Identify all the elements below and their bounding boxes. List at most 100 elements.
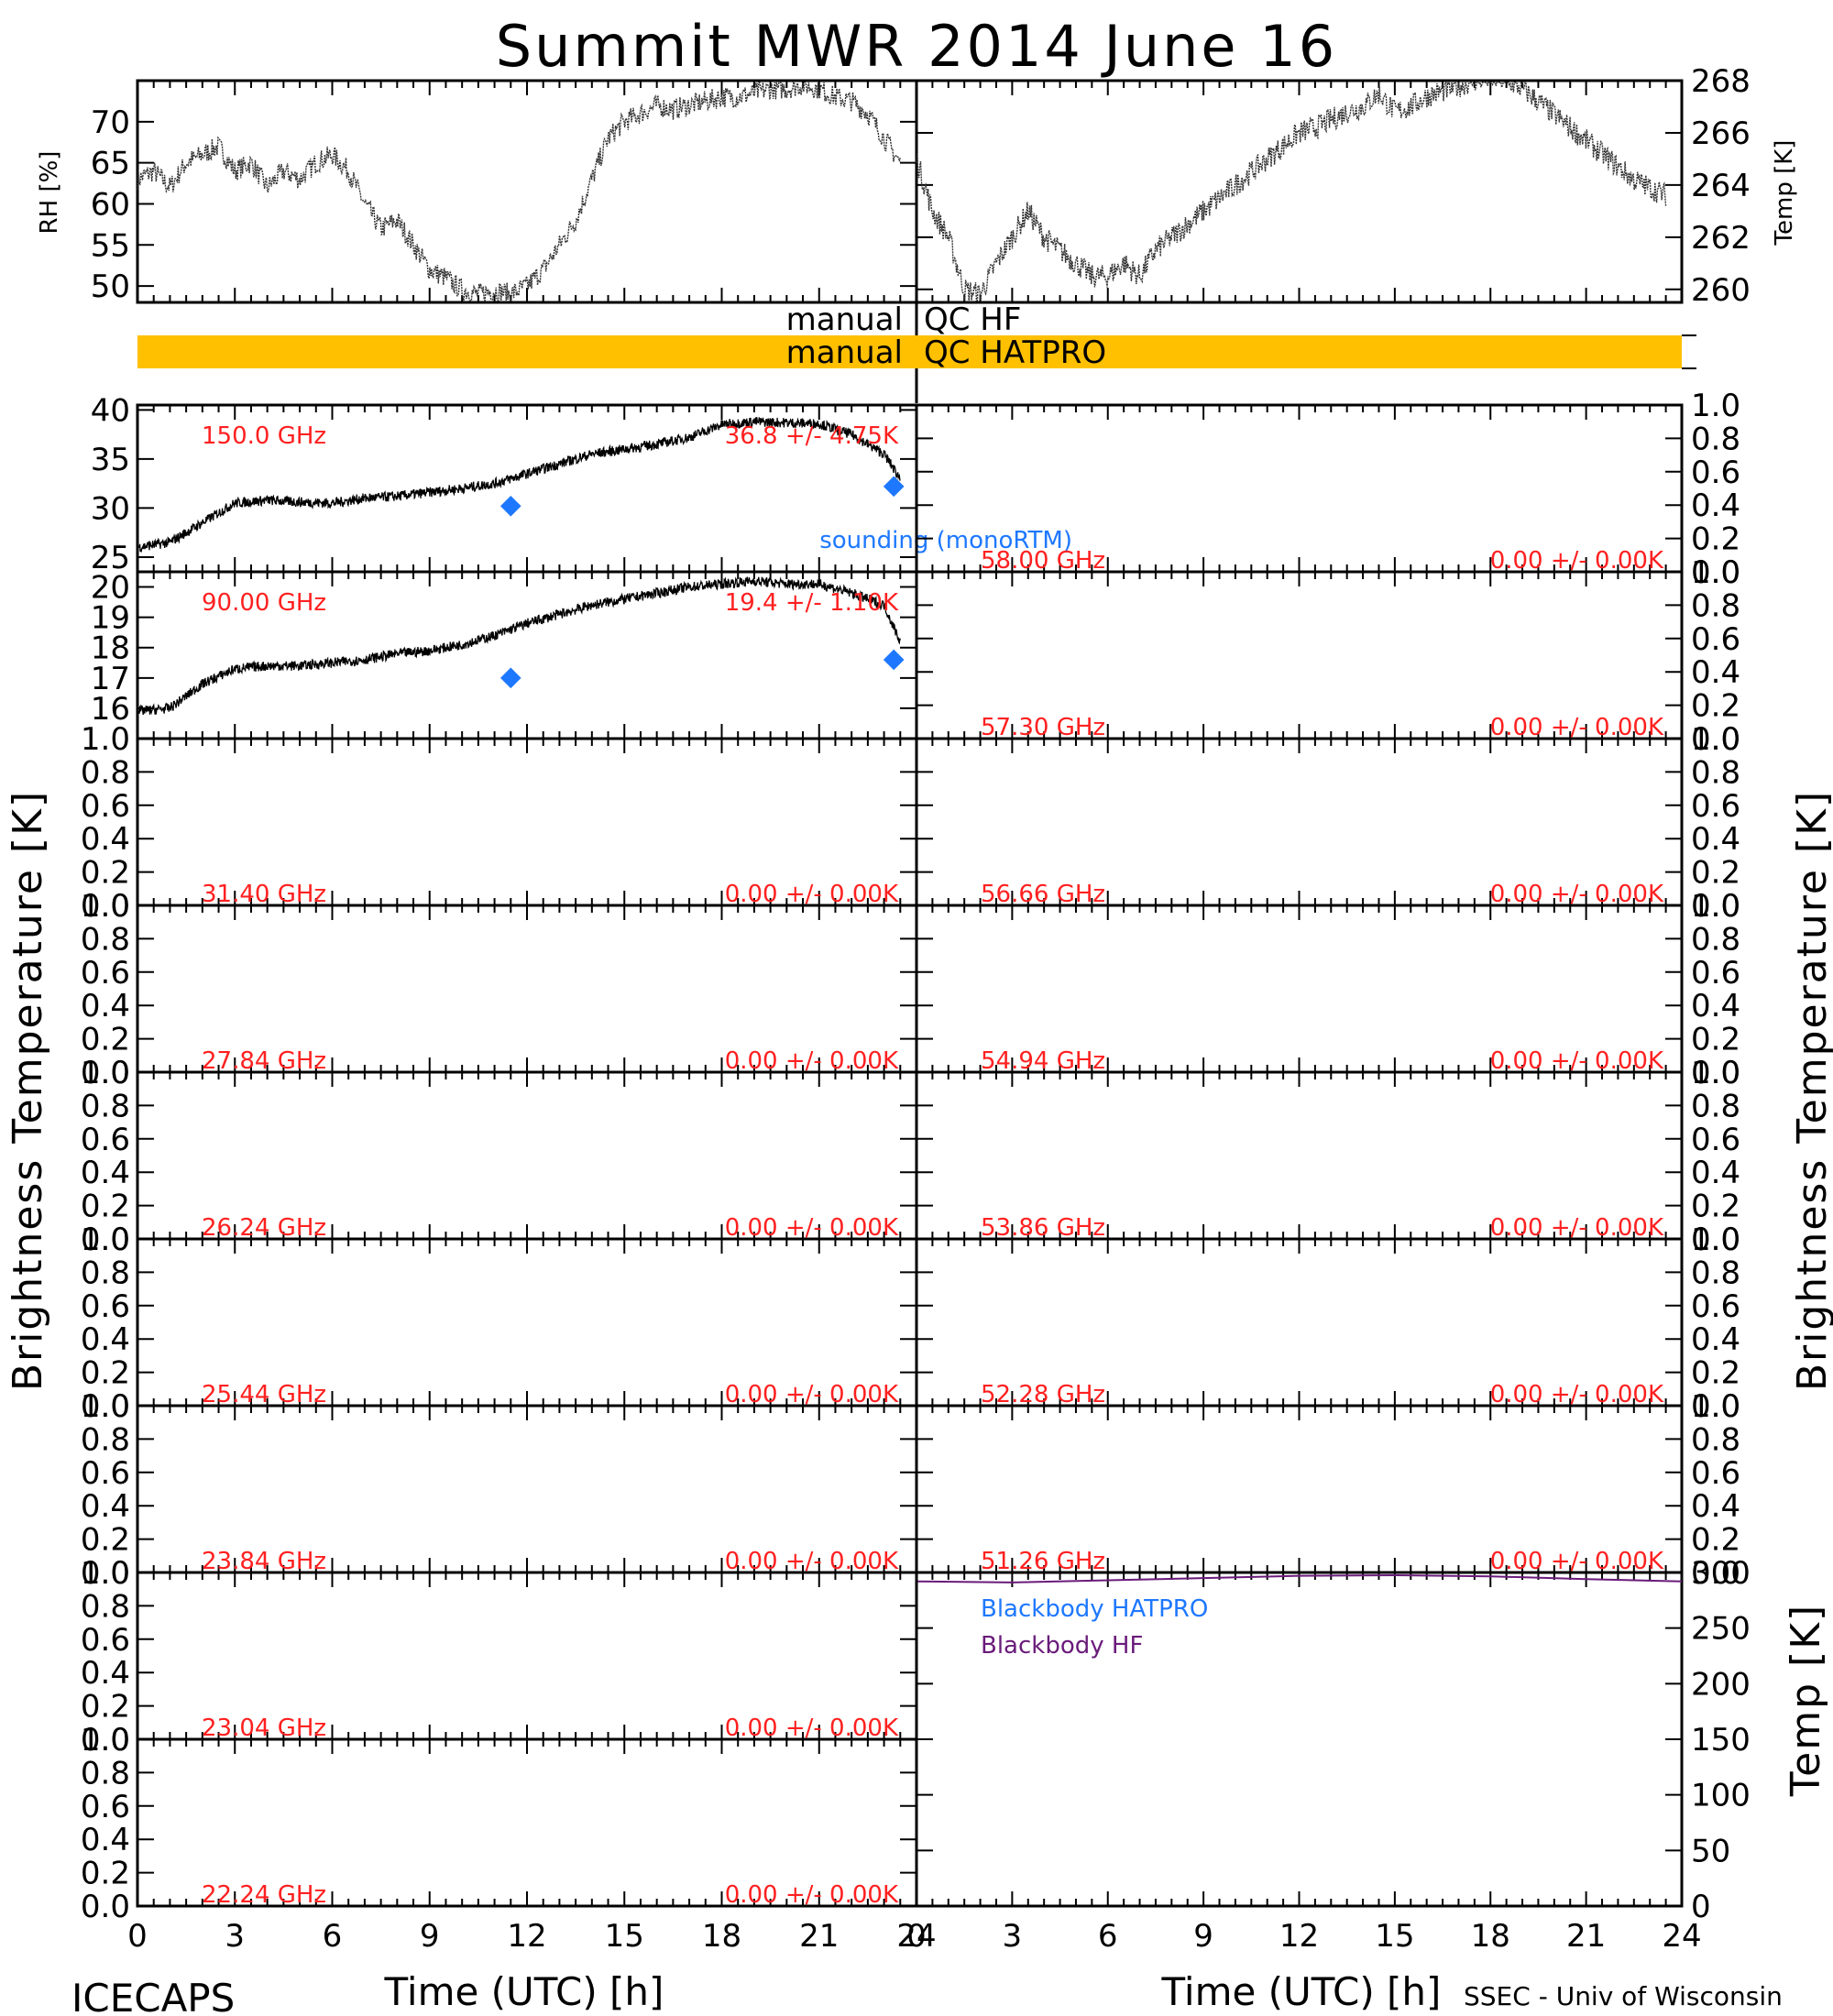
ch90-panel-freq-label: 90.00 GHz xyxy=(202,589,326,617)
qc-hatpro-left: manual xyxy=(786,334,903,371)
blackbody-ylabel: Temp [K] xyxy=(1783,1604,1829,1797)
left-empty-panel-5-freq-label: 23.04 GHz xyxy=(202,1715,326,1742)
x-tick-label-right: 3 xyxy=(1003,1918,1023,1955)
left-empty-panel-3-ytick-label: 0.6 xyxy=(81,1288,130,1325)
left-empty-panel-2-freq-label: 26.24 GHz xyxy=(202,1214,326,1242)
right-empty-panel-3-ytick-label: 0.2 xyxy=(1691,1022,1740,1058)
right-empty-panel-0: 0.00.20.40.60.81.058.00 GHz 0.00 +/- 0.00… xyxy=(915,388,1740,591)
x-tick-label-left: 12 xyxy=(507,1918,546,1955)
left-empty-panel-0-ytick-label: 0.2 xyxy=(81,855,130,892)
blackbody-hf-line xyxy=(916,1573,1683,1583)
left-empty-panel-6-ytick-label: 0.0 xyxy=(81,1889,130,1925)
left-empty-panel-6-ytick-label: 0.6 xyxy=(81,1789,130,1825)
x-tick-label-right: 21 xyxy=(1566,1918,1606,1955)
temp-ytick-label: 264 xyxy=(1691,168,1751,204)
ch90-panel-ytick-label: 18 xyxy=(91,630,130,667)
right-empty-panel-5-ytick-label: 0.8 xyxy=(1691,1255,1740,1291)
left-empty-panel-1-ytick-label: 0.0 xyxy=(81,1055,130,1091)
left-empty-panel-3-ytick-label: 1.0 xyxy=(81,1222,130,1258)
rh-ytick-label: 70 xyxy=(91,104,130,141)
right-empty-panel-6-ytick-label: 0.8 xyxy=(1691,1421,1740,1458)
left-empty-panel-3-stat-label: 0.00 +/- 0.00K xyxy=(725,1381,899,1408)
x-tick-label-left: 15 xyxy=(605,1918,644,1955)
left-empty-panel-3-ytick-label: 0.0 xyxy=(81,1388,130,1425)
footer-right: SSEC - Univ of Wisconsin xyxy=(1464,1981,1783,2011)
ch150-panel-freq-label: 150.0 GHz xyxy=(202,422,326,450)
left-empty-panel-6-ytick-label: 0.8 xyxy=(81,1755,130,1791)
blackbody-panel: 0 50 100 150 200 250 300 Blackbody HATPRO Blackb… xyxy=(915,1555,1829,1925)
ch150-panel-ytick-label: 25 xyxy=(91,540,130,576)
temp-ytick-label: 260 xyxy=(1691,272,1751,309)
ch90-panel-ytick-label: 16 xyxy=(91,691,130,728)
left-empty-panel-6-ytick-label: 0.2 xyxy=(81,1856,130,1892)
left-empty-panel-1-ytick-label: 0.8 xyxy=(81,921,130,958)
temp-panel: 260 262 264 266 268 Temp [K] xyxy=(915,63,1798,309)
blackbody-ytick-label: 200 xyxy=(1691,1666,1751,1703)
blackbody-ytick-label: 250 xyxy=(1691,1611,1751,1648)
right-empty-panel-6-ytick-label: 0.4 xyxy=(1691,1488,1740,1525)
left-empty-panel-5-ytick-label: 0.0 xyxy=(81,1722,130,1759)
left-empty-panel-1-ytick-label: 0.2 xyxy=(81,1022,130,1058)
left-empty-panel-6-ytick-label: 1.0 xyxy=(81,1722,130,1759)
right-empty-panel-0-ytick-label: 1.0 xyxy=(1691,388,1740,424)
right-empty-panel-5: 0.00.20.40.60.81.052.28 GHz 0.00 +/- 0.00… xyxy=(915,1222,1740,1425)
right-empty-panel-4-freq-label: 53.86 GHz xyxy=(981,1214,1105,1242)
blackbody-hf-legend: Blackbody HF xyxy=(981,1632,1143,1660)
ch150-panel: 25 30 35 40 150.0 GHz 36.8 +/- 4.75K sounding … xyxy=(91,392,1072,576)
right-empty-panel-6-ytick-label: 0.2 xyxy=(1691,1522,1740,1559)
left-empty-panel-4-freq-label: 23.84 GHz xyxy=(202,1548,326,1575)
right-empty-panel-6-ytick-label: 0.0 xyxy=(1691,1555,1740,1592)
left-empty-panel-3-freq-label: 25.44 GHz xyxy=(202,1381,326,1408)
left-empty-panel-3: 0.00.20.40.60.81.025.44 GHz 0.00 +/- 0.00… xyxy=(81,1222,918,1425)
x-tick-label-right: 9 xyxy=(1193,1918,1213,1955)
x-tick-label-left: 0 xyxy=(127,1918,148,1955)
left-empty-panel-4-ytick-label: 1.0 xyxy=(81,1388,130,1425)
left-empty-panel-2: 0.00.20.40.60.81.026.24 GHz 0.00 +/- 0.00… xyxy=(81,1055,918,1258)
right-empty-panel-5-stat-label: 0.00 +/- 0.00K xyxy=(1490,1381,1664,1408)
ch150-panel-sounding-point xyxy=(883,476,905,498)
temp-series-line xyxy=(916,81,1667,301)
left-empty-panel-0-ytick-label: 0.6 xyxy=(81,788,130,825)
left-empty-panel-6-stat-label: 0.00 +/- 0.00K xyxy=(725,1881,899,1909)
temp-panel-frame xyxy=(915,79,1684,304)
left-empty-panel-4-ytick-label: 0.0 xyxy=(81,1555,130,1592)
x-tick-label-left: 6 xyxy=(323,1918,343,1955)
y-axis-title-left: Brightness Temperature [K] xyxy=(5,790,51,1391)
left-empty-panel-2-ytick-label: 0.0 xyxy=(81,1222,130,1258)
right-empty-panel-3: 0.00.20.40.60.81.054.94 GHz 0.00 +/- 0.00… xyxy=(915,888,1740,1091)
ch90-panel-ytick-label: 19 xyxy=(91,600,130,637)
ch90-panel-series-line xyxy=(137,576,901,718)
rh-series-line xyxy=(137,81,901,302)
temp-ytick-label: 262 xyxy=(1691,220,1751,257)
ch150-panel-ytick-label: 40 xyxy=(91,392,130,429)
qc-hatpro-bar xyxy=(137,335,1682,368)
ch90-panel-ytick-label: 17 xyxy=(91,661,130,697)
qc-hf-left: manual xyxy=(786,301,903,338)
rh-panel: 50 55 60 65 70 RH [%] xyxy=(36,79,918,305)
qc-hatpro-right: QC HATPRO xyxy=(924,334,1106,371)
right-empty-panel-2-stat-label: 0.00 +/- 0.00K xyxy=(1490,881,1664,908)
right-empty-panel-1-freq-label: 57.30 GHz xyxy=(981,714,1105,741)
temp-ytick-label: 268 xyxy=(1691,63,1751,100)
left-empty-panel-0: 0.00.20.40.60.81.031.40 GHz 0.00 +/- 0.00… xyxy=(81,721,918,925)
left-empty-panel-3-ytick-label: 0.4 xyxy=(81,1321,130,1358)
x-tick-label-left: 21 xyxy=(799,1918,839,1955)
left-empty-panel-5: 0.00.20.40.60.81.023.04 GHz 0.00 +/- 0.00… xyxy=(81,1555,918,1759)
ch150-panel-ytick-label: 35 xyxy=(91,442,130,478)
right-empty-panel-4-ytick-label: 0.8 xyxy=(1691,1088,1740,1124)
left-empty-panel-2-ytick-label: 0.2 xyxy=(81,1189,130,1225)
right-empty-panel-3-ytick-label: 0.4 xyxy=(1691,988,1740,1024)
right-empty-panel-5-ytick-label: 0.0 xyxy=(1691,1388,1740,1425)
blackbody-ytick-label: 0 xyxy=(1691,1889,1711,1925)
right-empty-panel-4-ytick-label: 1.0 xyxy=(1691,1055,1740,1091)
left-empty-panel-4-ytick-label: 0.4 xyxy=(81,1488,130,1525)
left-empty-panel-5-ytick-label: 0.6 xyxy=(81,1622,130,1659)
x-tick-label-right: 12 xyxy=(1279,1918,1319,1955)
blackbody-ytick-label: 300 xyxy=(1691,1555,1751,1592)
ch150-panel-sounding-point xyxy=(499,495,521,517)
x-tick-label-right: 0 xyxy=(906,1918,927,1955)
right-empty-panel-6-ytick-label: 0.6 xyxy=(1691,1455,1740,1492)
blackbody-ytick-label: 150 xyxy=(1691,1722,1751,1759)
temp-ylabel: Temp [K] xyxy=(1771,140,1798,247)
